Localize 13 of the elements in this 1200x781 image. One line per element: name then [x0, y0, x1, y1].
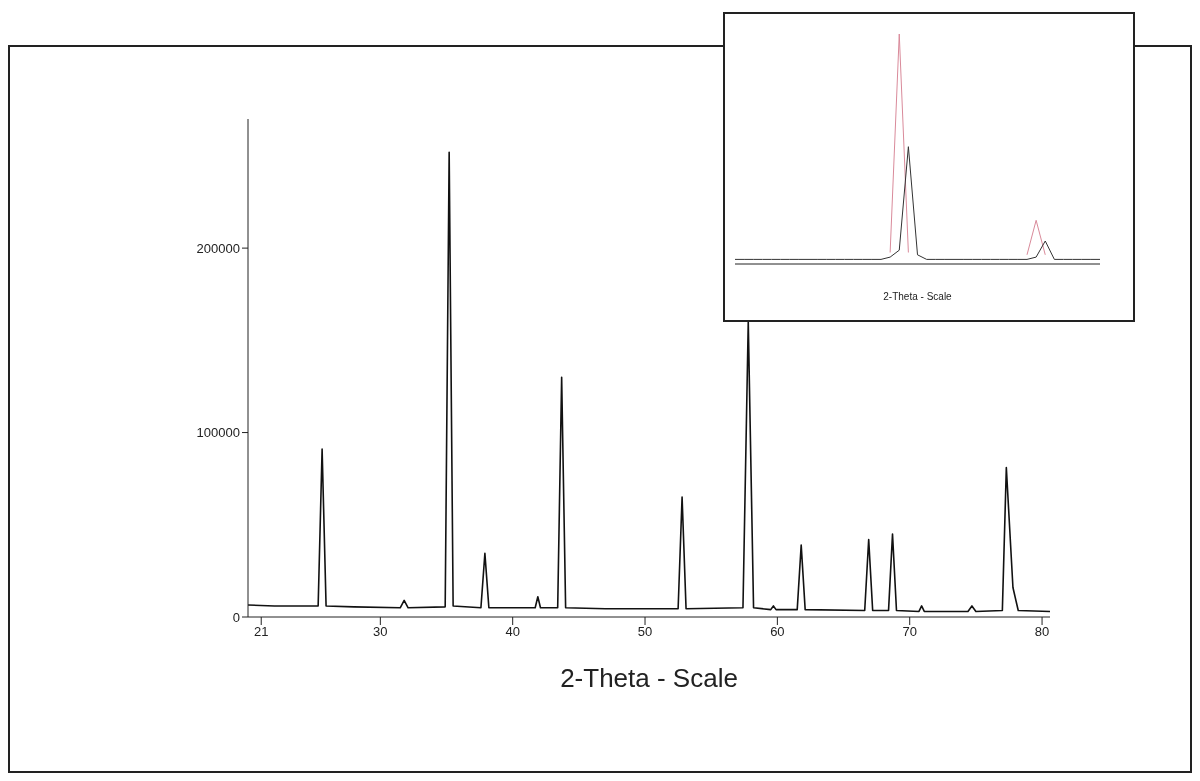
x-axis-title: 2-Theta - Scale [560, 663, 738, 693]
x-tick-label: 21 [254, 624, 269, 640]
x-tick-label: 80 [1034, 624, 1050, 640]
x-tick-label: 70 [902, 624, 917, 640]
x-tick-label: 30 [373, 624, 388, 640]
x-tick-label: 60 [770, 624, 785, 640]
x-tick-label: 50 [637, 624, 653, 640]
x-tick-label: 40 [505, 624, 520, 640]
line-series [248, 151, 1050, 613]
x-axis-title: 2-Theta - Scale [883, 291, 953, 302]
y-tick-label: 0 [232, 609, 240, 625]
y-tick-label: 100000 [196, 425, 240, 441]
y-tick-label: 200000 [196, 240, 240, 256]
